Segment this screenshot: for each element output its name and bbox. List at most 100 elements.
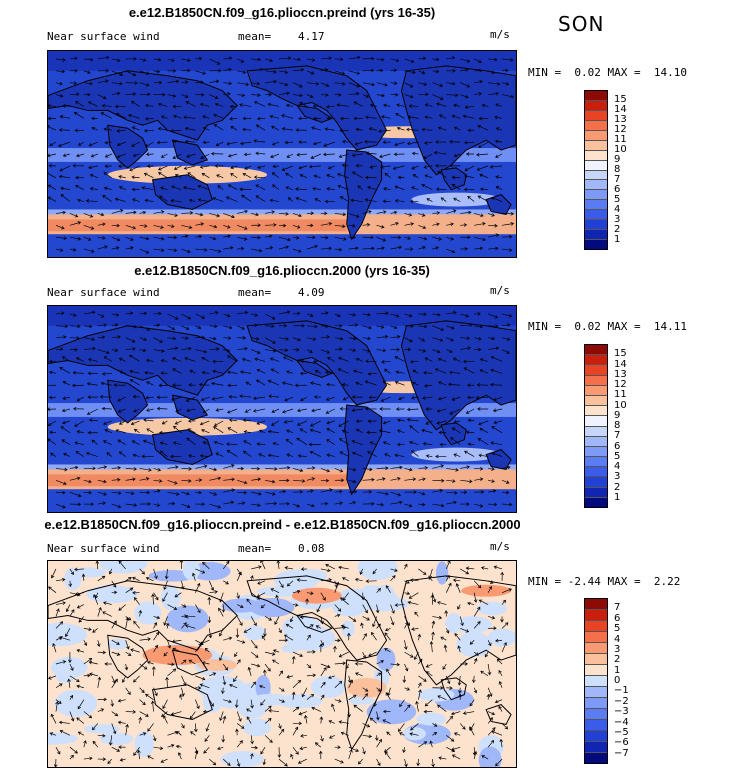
wind-vector-arrow: [141, 186, 154, 190]
wind-vector-arrow: [404, 58, 415, 64]
wind-vector-arrow: [376, 68, 384, 73]
wind-vector-arrow: [495, 186, 503, 190]
wind-vector-arrow: [404, 313, 413, 318]
panel-3-min-value: -2.44: [567, 575, 601, 588]
wind-vector-arrow: [88, 660, 98, 665]
wind-vector-arrow: [219, 592, 224, 603]
wind-vector-arrow: [436, 601, 447, 605]
wind-vector-arrow: [104, 153, 112, 158]
panel-2-map: [47, 305, 517, 513]
wind-vector-arrow: [395, 370, 405, 374]
wind-vector-arrow: [164, 568, 169, 580]
panel-1-band: [48, 219, 347, 232]
wind-vector-arrow: [320, 681, 326, 688]
wind-vector-arrow: [376, 491, 389, 496]
wind-vector-arrow: [167, 313, 179, 320]
wind-vector-arrow: [215, 408, 224, 412]
wind-vector-arrow: [381, 115, 391, 119]
wind-vector-arrow: [455, 583, 461, 593]
wind-vector-arrow: [446, 337, 454, 342]
wind-vector-arrow: [61, 408, 71, 413]
wind-vector-arrow: [310, 153, 321, 159]
wind-vector-arrow: [111, 746, 121, 752]
wind-vector-arrow: [186, 408, 196, 413]
wind-vector-arrow: [55, 577, 66, 582]
wind-vector-arrow: [139, 58, 147, 62]
wind-vector-arrow: [313, 395, 321, 399]
wind-vector-arrow: [267, 102, 280, 107]
wind-vector-arrow: [139, 502, 151, 506]
wind-vector-arrow: [477, 438, 489, 445]
colorbar-box: [585, 199, 607, 210]
panel-2-min-label: MIN =: [528, 320, 562, 333]
wind-vector-arrow: [357, 185, 363, 190]
wind-vector-arrow: [424, 357, 433, 362]
wind-vector-arrow: [188, 383, 196, 387]
wind-vector-arrow: [404, 82, 414, 88]
wind-vector-arrow: [451, 711, 461, 716]
wind-vector-arrow: [353, 101, 363, 107]
wind-vector-arrow: [458, 687, 462, 694]
wind-vector-arrow: [262, 759, 267, 766]
panel-3-mean-value: 0.08: [298, 542, 325, 555]
wind-vector-arrow: [397, 429, 405, 434]
wind-vector-arrow: [306, 650, 316, 654]
wind-vector-arrow: [175, 744, 182, 749]
wind-vector-arrow: [55, 335, 67, 339]
wind-vector-arrow: [153, 248, 165, 252]
wind-vector-arrow: [440, 197, 447, 202]
wind-vector-arrow: [50, 713, 57, 724]
wind-vector-arrow: [474, 347, 482, 352]
wind-vector-arrow: [339, 128, 349, 133]
wind-vector-arrow: [59, 636, 71, 641]
wind-vector-arrow: [320, 735, 324, 742]
wind-vector-arrow: [390, 477, 401, 481]
wind-vector-arrow: [467, 195, 475, 202]
wind-vector-arrow: [172, 441, 182, 445]
wind-vector-arrow: [55, 311, 65, 316]
wind-vector-arrow: [489, 165, 503, 169]
wind-vector-arrow: [111, 466, 121, 470]
wind-vector-arrow: [195, 568, 206, 574]
wind-vector-arrow: [199, 683, 210, 689]
wind-vector-arrow: [195, 325, 202, 330]
wind-vector-arrow: [223, 477, 235, 482]
wind-vector-arrow: [125, 723, 129, 736]
wind-vector-arrow: [201, 428, 210, 434]
wind-vector-arrow: [431, 620, 436, 629]
wind-vector-arrow: [490, 356, 503, 362]
wind-vector-arrow: [91, 126, 98, 131]
wind-vector-arrow: [125, 651, 132, 656]
wind-vector-arrow: [213, 426, 224, 434]
wind-vector-arrow: [111, 491, 122, 495]
wind-vector-arrow: [481, 755, 489, 760]
wind-vector-arrow: [55, 608, 60, 617]
wind-vector-arrow: [260, 699, 266, 706]
wind-vector-arrow: [237, 310, 249, 315]
wind-vector-arrow: [410, 450, 419, 457]
wind-vector-arrow: [222, 715, 227, 724]
wind-vector-arrow: [467, 442, 475, 447]
wind-vector-arrow: [260, 561, 266, 570]
wind-vector-arrow: [150, 700, 155, 712]
wind-vector-arrow: [334, 478, 345, 482]
wind-vector-arrow: [271, 172, 280, 179]
wind-vector-arrow: [418, 82, 428, 86]
wind-vector-arrow: [487, 640, 492, 647]
wind-vector-arrow: [292, 311, 301, 316]
wind-vector-arrow: [487, 313, 499, 319]
wind-vector-arrow: [355, 381, 363, 386]
wind-vector-arrow: [284, 566, 294, 570]
wind-vector-arrow: [285, 103, 294, 108]
wind-vector-arrow: [139, 732, 147, 736]
wind-vector-arrow: [97, 491, 107, 496]
wind-vector-arrow: [474, 68, 483, 73]
wind-vector-arrow: [432, 57, 440, 62]
wind-vector-arrow: [183, 165, 196, 170]
wind-vector-arrow: [278, 56, 292, 60]
wind-vector-arrow: [205, 723, 210, 732]
wind-vector-arrow: [217, 185, 224, 190]
wind-vector-arrow: [97, 479, 107, 484]
wind-vector-arrow: [132, 153, 140, 158]
wind-vector-arrow: [153, 92, 166, 97]
